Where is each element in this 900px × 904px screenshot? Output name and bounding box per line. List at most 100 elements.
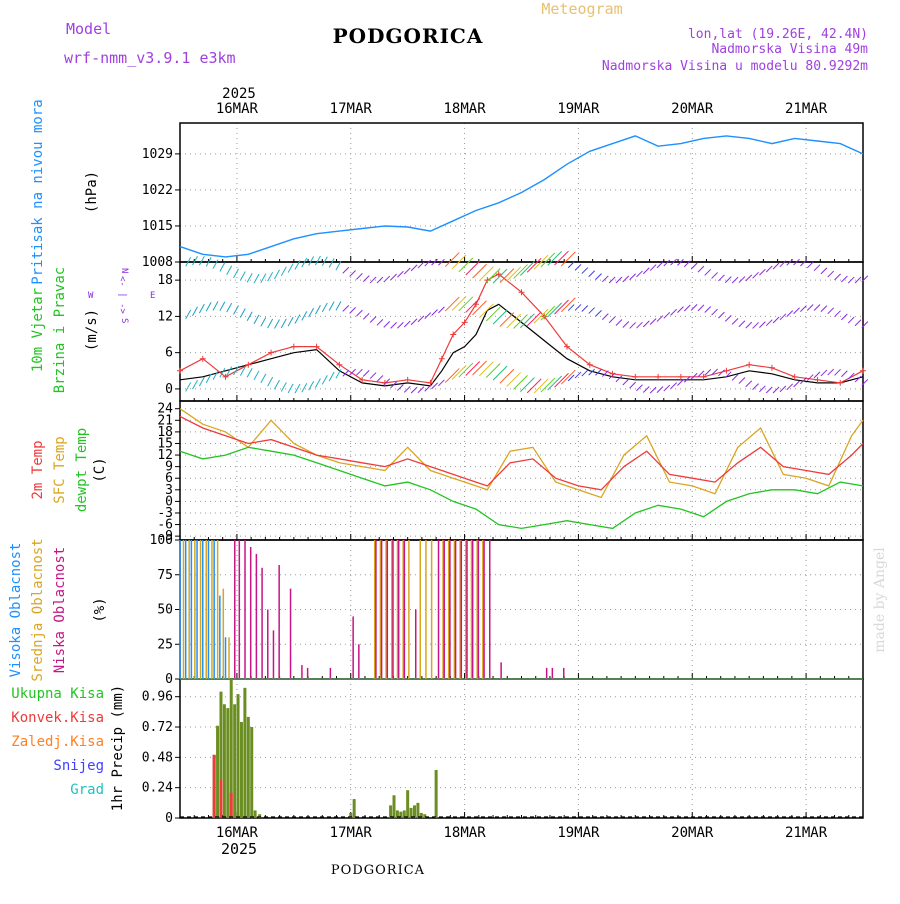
wind-arrow xyxy=(793,380,800,388)
wind-arrow xyxy=(560,369,576,385)
dewpt-line xyxy=(179,446,864,530)
wind-arrow xyxy=(239,366,246,376)
wind-arrow xyxy=(226,265,233,275)
wind-arrow xyxy=(315,378,321,388)
precip-bar xyxy=(349,812,353,818)
wind-arrow xyxy=(369,276,377,284)
wind-arrow xyxy=(280,382,287,392)
y-tick-label: 0 xyxy=(165,811,173,826)
wind-arrow xyxy=(431,309,438,316)
wind-arrow xyxy=(356,309,363,317)
wind-arrow xyxy=(301,382,308,393)
top-day-label: 16MAR xyxy=(216,101,259,117)
wind-arrow xyxy=(185,309,192,320)
wind-arrow xyxy=(793,258,800,266)
y-tick-label: 24 xyxy=(157,402,173,417)
wind-arrow xyxy=(704,369,712,376)
wind-arrow xyxy=(328,258,335,268)
wind-arrow xyxy=(834,368,841,376)
wind-arrow xyxy=(704,306,712,313)
wind-arrow xyxy=(841,275,848,283)
wind-arrow xyxy=(711,368,718,376)
wind-arrow xyxy=(185,382,192,392)
precip-bar xyxy=(216,725,220,818)
wind-arrow xyxy=(287,316,294,327)
wind-arrow xyxy=(724,371,732,379)
y-tick-label: 1022 xyxy=(142,183,173,198)
y-tick-label: 1029 xyxy=(142,147,173,162)
precip-bar xyxy=(250,727,254,818)
wind-gust-marker xyxy=(438,355,445,362)
wind-arrow xyxy=(567,304,575,311)
wind-arrow xyxy=(547,375,563,391)
wind-arrow xyxy=(540,377,556,393)
precip-bar xyxy=(229,792,233,818)
wind-arrow xyxy=(376,375,384,382)
elevation-label: Nadmorska Visina 49m xyxy=(711,42,868,57)
wind-arrow xyxy=(533,308,549,324)
wind-arrow xyxy=(629,322,636,329)
wind-gust-marker xyxy=(404,376,411,383)
wind-arrow xyxy=(779,260,787,268)
wind-arrow xyxy=(622,321,630,328)
wind-arrow xyxy=(601,275,609,283)
wind-gust-marker xyxy=(564,343,571,350)
wind-arrow xyxy=(622,378,630,386)
precip-legend: Ukupna Kisa Konvek.Kisa Zaledj.Kisa Snijeg G… xyxy=(11,686,104,798)
wind-arrow xyxy=(212,259,219,269)
precip-bar xyxy=(389,805,393,818)
wind-arrow xyxy=(690,303,698,311)
top-day-labels: 16MAR 17MAR 18MAR 19MAR 20MAR 21MAR xyxy=(216,101,828,117)
panel-frame xyxy=(179,678,864,819)
wind-arrow xyxy=(677,379,684,386)
wind-arrow xyxy=(772,262,780,270)
wind-arrow xyxy=(267,272,274,282)
wind-arrow xyxy=(636,384,643,392)
wind-arrow xyxy=(738,276,746,283)
wind-arrow xyxy=(567,374,575,382)
compass-w: W xyxy=(88,291,94,301)
wind-gust-marker xyxy=(860,367,866,374)
wind-arrow xyxy=(287,263,294,273)
wind-arrow xyxy=(820,369,828,377)
wind-arrow xyxy=(397,384,404,391)
wind-arrow xyxy=(253,370,260,381)
precip-bar xyxy=(352,799,356,818)
wind-arrow xyxy=(704,268,712,276)
footer-station: PODGORICA xyxy=(331,863,425,878)
wind-arrow xyxy=(540,305,556,321)
wind-arrow xyxy=(690,372,698,380)
wind-arrow xyxy=(362,312,370,320)
wind-arrow xyxy=(438,258,445,266)
wind-arrow xyxy=(595,310,602,317)
wind-arrow xyxy=(520,377,535,392)
cloud-unit: (%) xyxy=(92,597,108,622)
bottom-day-label: 20MAR xyxy=(671,825,714,841)
wind-gust-marker xyxy=(484,277,491,284)
wind-arrow xyxy=(274,319,280,329)
wind-arrow xyxy=(417,386,425,394)
wind-arrow xyxy=(588,368,596,376)
wind-arrow xyxy=(752,383,759,390)
precip-bar xyxy=(253,810,257,818)
wind-gust-marker xyxy=(461,319,468,326)
wind-arrow xyxy=(615,319,623,326)
wind-title-1: 10m Vjetar xyxy=(30,288,46,372)
wind-arrow xyxy=(390,273,397,281)
y-tick-label: 0 xyxy=(165,494,173,509)
wind-arrow xyxy=(506,313,522,329)
wind-gust-line xyxy=(179,273,864,384)
y-tick-label: 12 xyxy=(157,309,173,324)
wind-arrow xyxy=(198,376,205,387)
cloud-title-2: Srednja Oblacnost xyxy=(30,538,46,681)
wind-arrow xyxy=(820,305,828,313)
wind-arrow xyxy=(342,266,350,274)
precip-bar xyxy=(406,790,410,818)
wind-arrow xyxy=(342,305,350,312)
wind-arrow xyxy=(608,316,616,324)
wind-arrow xyxy=(834,273,841,281)
wind-arrow xyxy=(424,259,432,267)
precip-bar xyxy=(258,814,262,818)
panel-frame xyxy=(179,400,864,541)
wind-arrow xyxy=(854,375,862,383)
